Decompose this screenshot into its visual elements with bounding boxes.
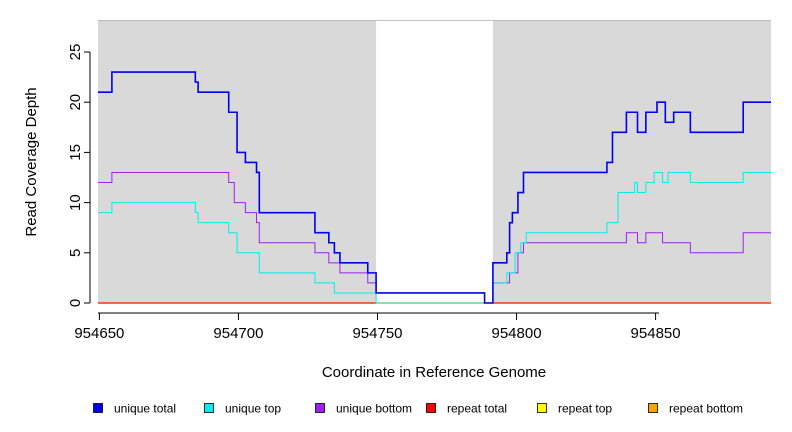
legend: unique total unique top unique bottom repea… xyxy=(93,402,743,416)
legend-label: unique bottom xyxy=(336,402,412,416)
y-tick-label: 5 xyxy=(67,249,84,257)
legend-label: repeat top xyxy=(558,402,612,416)
legend-item: repeat total xyxy=(426,402,507,416)
legend-item: unique total xyxy=(93,402,176,416)
legend-swatch xyxy=(537,403,547,413)
legend-item: repeat top xyxy=(537,402,612,416)
legend-label: repeat bottom xyxy=(669,402,743,416)
legend-item: repeat bottom xyxy=(648,402,743,416)
y-axis-label: Read Coverage Depth xyxy=(23,87,40,236)
legend-item: unique top xyxy=(204,402,281,416)
legend-label: repeat total xyxy=(447,402,507,416)
legend-swatch xyxy=(204,403,214,413)
y-tick-label: 20 xyxy=(67,94,84,111)
x-tick-label: 954800 xyxy=(492,325,542,342)
legend-swatch xyxy=(93,403,103,413)
x-tick-label: 954850 xyxy=(631,325,681,342)
shaded-region-2 xyxy=(492,20,771,303)
legend-swatch xyxy=(648,403,658,413)
legend-label: unique total xyxy=(114,402,176,416)
y-tick-label: 15 xyxy=(67,144,84,161)
shaded-regions xyxy=(98,20,771,303)
x-axis: 954650 954700 954750 954800 954850 xyxy=(74,312,681,342)
x-tick-label: 954700 xyxy=(213,325,263,342)
series-unique-top xyxy=(98,171,771,304)
shaded-region-1 xyxy=(98,20,377,303)
series-unique-total xyxy=(98,71,771,304)
legend-swatch xyxy=(315,403,325,413)
legend-swatch xyxy=(426,403,436,413)
y-axis: 0 5 10 15 20 25 xyxy=(67,44,91,307)
y-tick-label: 25 xyxy=(67,44,84,61)
y-tick-label: 0 xyxy=(67,299,84,307)
legend-item: unique bottom xyxy=(315,402,412,416)
y-tick-label: 10 xyxy=(67,194,84,211)
series-lines xyxy=(98,71,771,304)
legend-label: unique top xyxy=(225,402,281,416)
x-tick-label: 954650 xyxy=(74,325,124,342)
x-tick-label: 954750 xyxy=(352,325,402,342)
x-axis-label: Coordinate in Reference Genome xyxy=(322,364,546,381)
